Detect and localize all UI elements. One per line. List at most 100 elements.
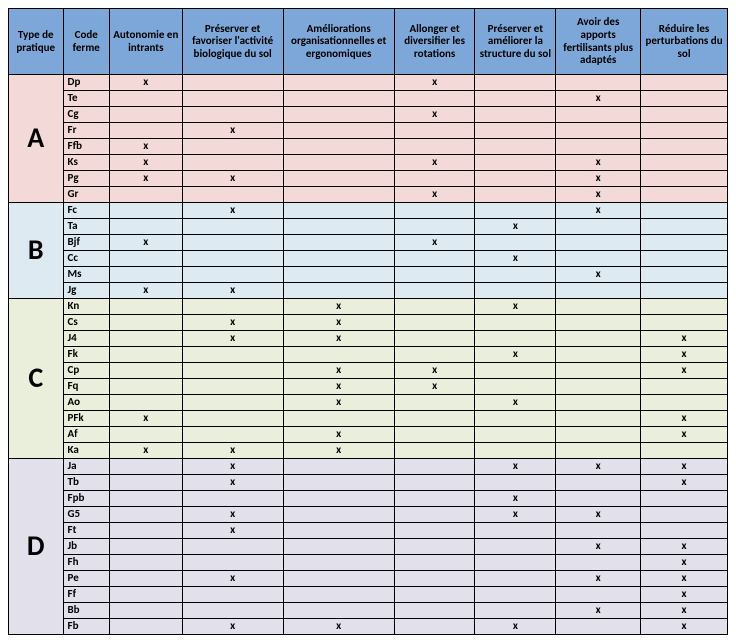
cell-rot: x <box>394 155 475 171</box>
cell-fert <box>556 379 641 395</box>
cell-struct <box>475 91 556 107</box>
cell-org: x <box>283 443 394 459</box>
farm-code: Ft <box>63 523 109 539</box>
farm-code: Ks <box>63 155 109 171</box>
cell-auto <box>109 267 182 283</box>
cell-rot: x <box>394 379 475 395</box>
cell-bio <box>182 219 283 235</box>
cell-pert <box>641 315 728 331</box>
cell-fert <box>556 411 641 427</box>
cell-fert: x <box>556 155 641 171</box>
cell-auto <box>109 603 182 619</box>
cell-rot <box>394 507 475 523</box>
cell-rot <box>394 251 475 267</box>
cell-auto <box>109 507 182 523</box>
cell-auto <box>109 539 182 555</box>
cell-auto <box>109 363 182 379</box>
cell-struct <box>475 187 556 203</box>
cell-bio <box>182 347 283 363</box>
col-struct: Préserver et améliorer la structure du s… <box>475 9 556 75</box>
cell-rot <box>394 123 475 139</box>
cell-pert <box>641 203 728 219</box>
cell-struct: x <box>475 491 556 507</box>
cell-auto: x <box>109 235 182 251</box>
cell-fert <box>556 491 641 507</box>
farm-code: Fc <box>63 203 109 219</box>
cell-auto: x <box>109 155 182 171</box>
cell-struct: x <box>475 395 556 411</box>
farm-code: Te <box>63 91 109 107</box>
cell-fert: x <box>556 203 641 219</box>
cell-org: x <box>283 315 394 331</box>
cell-org <box>283 219 394 235</box>
cell-pert <box>641 155 728 171</box>
cell-struct: x <box>475 299 556 315</box>
farm-code: Bb <box>63 603 109 619</box>
cell-pert: x <box>641 539 728 555</box>
farm-code: Cp <box>63 363 109 379</box>
cell-rot <box>394 315 475 331</box>
farm-code: Dp <box>63 75 109 91</box>
cell-auto <box>109 619 182 635</box>
cell-struct: x <box>475 219 556 235</box>
col-code: Code ferme <box>63 9 109 75</box>
cell-rot: x <box>394 187 475 203</box>
cell-bio: x <box>182 123 283 139</box>
cell-auto <box>109 107 182 123</box>
cell-fert <box>556 315 641 331</box>
cell-fert <box>556 123 641 139</box>
cell-rot <box>394 411 475 427</box>
cell-org <box>283 171 394 187</box>
cell-auto <box>109 123 182 139</box>
cell-struct <box>475 379 556 395</box>
cell-bio: x <box>182 571 283 587</box>
cell-org <box>283 347 394 363</box>
table-row: Cgx <box>9 107 728 123</box>
table-row: Csxx <box>9 315 728 331</box>
cell-bio: x <box>182 203 283 219</box>
cell-bio: x <box>182 459 283 475</box>
cell-pert <box>641 107 728 123</box>
cell-struct <box>475 427 556 443</box>
cell-struct <box>475 555 556 571</box>
cell-rot <box>394 603 475 619</box>
cell-auto <box>109 315 182 331</box>
cell-pert: x <box>641 571 728 587</box>
cell-bio: x <box>182 475 283 491</box>
cell-rot <box>394 395 475 411</box>
table-row: Fbxxxx <box>9 619 728 635</box>
table-row: BFcxx <box>9 203 728 219</box>
cell-struct: x <box>475 507 556 523</box>
cell-fert: x <box>556 267 641 283</box>
cell-rot <box>394 587 475 603</box>
cell-pert <box>641 187 728 203</box>
cell-auto: x <box>109 443 182 459</box>
farm-code: Ka <box>63 443 109 459</box>
cell-bio <box>182 299 283 315</box>
cell-org <box>283 507 394 523</box>
cell-auto: x <box>109 139 182 155</box>
cell-bio <box>182 555 283 571</box>
cell-bio: x <box>182 507 283 523</box>
cell-pert <box>641 219 728 235</box>
cell-org <box>283 523 394 539</box>
cell-struct <box>475 315 556 331</box>
cell-bio <box>182 267 283 283</box>
table-row: J4xxx <box>9 331 728 347</box>
cell-struct <box>475 603 556 619</box>
cell-bio <box>182 603 283 619</box>
farm-code: PFk <box>63 411 109 427</box>
group-label: D <box>9 459 64 635</box>
cell-auto: x <box>109 411 182 427</box>
cell-fert: x <box>556 459 641 475</box>
farm-code: Af <box>63 427 109 443</box>
cell-auto <box>109 427 182 443</box>
cell-auto <box>109 523 182 539</box>
group-label: C <box>9 299 64 459</box>
cell-auto <box>109 187 182 203</box>
cell-rot <box>394 139 475 155</box>
cell-auto <box>109 587 182 603</box>
cell-fert <box>556 219 641 235</box>
cell-bio: x <box>182 443 283 459</box>
farm-code: J4 <box>63 331 109 347</box>
